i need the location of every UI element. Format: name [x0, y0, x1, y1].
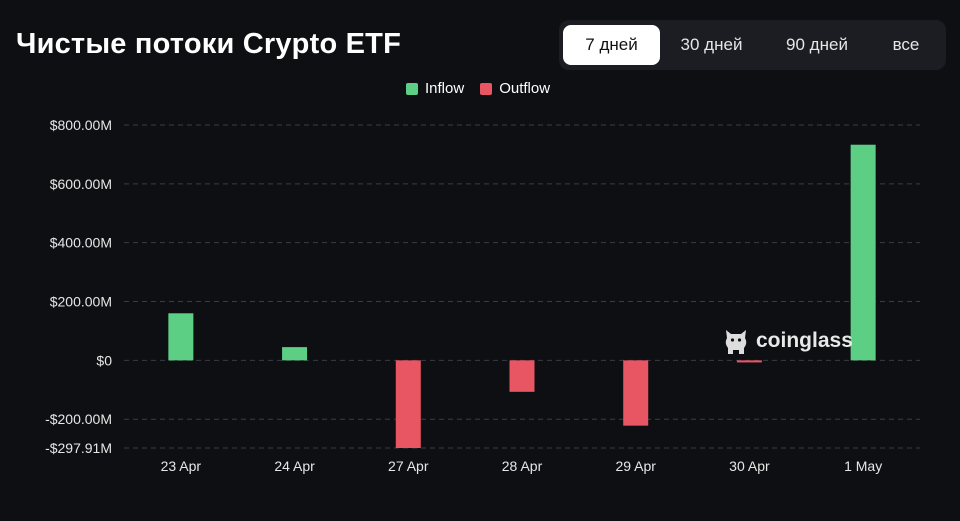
watermark-text: coinglass — [756, 329, 853, 352]
legend-item-inflow[interactable]: Inflow — [406, 80, 464, 97]
bar[interactable] — [736, 360, 762, 363]
bar[interactable] — [282, 347, 308, 361]
chart-legend: Inflow Outflow — [406, 80, 550, 97]
y-tick-label: -$297.91M — [45, 440, 112, 456]
x-tick-label: 1 May — [844, 458, 882, 474]
x-tick-label: 24 Apr — [274, 458, 315, 474]
y-tick-label: $600.00M — [50, 176, 112, 192]
coinglass-logo-icon — [725, 330, 747, 354]
y-tick-label: -$200.00M — [45, 411, 112, 427]
page-title: Чистые потоки Crypto ETF — [16, 28, 402, 60]
legend-swatch-outflow — [480, 82, 493, 95]
bar[interactable] — [168, 313, 194, 361]
time-range-selector: 7 дней 30 дней 90 дней все — [559, 20, 946, 70]
bar[interactable] — [623, 360, 649, 426]
x-tick-label: 27 Apr — [388, 458, 429, 474]
y-tick-label: $800.00M — [50, 117, 112, 133]
legend-item-outflow[interactable]: Outflow — [480, 80, 550, 97]
tab-7-days[interactable]: 7 дней — [563, 25, 660, 65]
bar[interactable] — [850, 144, 876, 361]
x-tick-label: 29 Apr — [615, 458, 656, 474]
x-tick-label: 23 Apr — [161, 458, 202, 474]
legend-swatch-inflow — [406, 82, 418, 95]
coinglass-watermark: coinglass — [722, 326, 853, 356]
y-tick-label: $400.00M — [50, 235, 112, 251]
y-tick-label: $0 — [96, 352, 112, 368]
x-tick-label: 28 Apr — [502, 458, 543, 474]
legend-label-inflow: Inflow — [425, 80, 465, 97]
tab-30-days[interactable]: 30 дней — [680, 35, 743, 54]
bar[interactable] — [395, 360, 421, 448]
tab-90-days[interactable]: 90 дней — [786, 35, 848, 54]
y-tick-label: $200.00M — [50, 294, 112, 310]
bar[interactable] — [509, 360, 535, 392]
legend-label-outflow: Outflow — [499, 80, 551, 97]
tab-all[interactable]: все — [892, 35, 920, 54]
x-tick-label: 30 Apr — [729, 458, 770, 474]
